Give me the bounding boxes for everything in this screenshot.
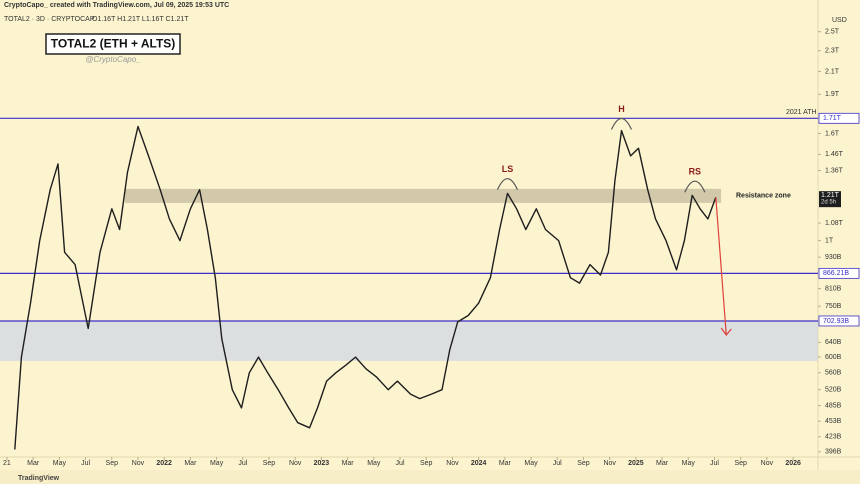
y-tick-label: 1T [825, 237, 834, 244]
y-tick-label: 520B [825, 387, 842, 394]
y-tick-label: 930B [825, 254, 842, 261]
x-tick-label: 2026 [785, 460, 801, 467]
x-tick-label: Jul [553, 460, 562, 467]
y-tick-label: 600B [825, 354, 842, 361]
x-tick-label: Sep [734, 460, 747, 467]
ohlc: O1.16T H1.21T L1.16T C1.21T [92, 16, 189, 23]
ath-label: 2021 ATH [786, 109, 817, 116]
x-tick-label: Nov [289, 460, 302, 467]
pattern-arc [684, 180, 706, 193]
x-tick-label: Jul [238, 460, 247, 467]
level-tag [818, 315, 860, 327]
x-tick-label: Mar [499, 460, 512, 467]
x-tick-label: Sep [263, 460, 276, 467]
level-tag-label: 1.71T [823, 115, 842, 122]
x-tick-label: Sep [420, 460, 433, 467]
level-tag-label: 702.93B [823, 318, 849, 325]
price-tag-label: 1.21T [821, 192, 840, 199]
pattern-label: H [618, 104, 625, 114]
support-zone [0, 320, 818, 361]
title-box [45, 33, 181, 55]
y-tick-label: 396B [825, 449, 842, 456]
y-unit: USD [832, 17, 847, 24]
x-tick-label: Sep [106, 460, 119, 467]
y-tick-label: 560B [825, 370, 842, 377]
y-tick-label: 423B [825, 434, 842, 441]
subtitle: @CryptoCapo_ [85, 55, 140, 64]
price-line [14, 125, 717, 450]
pattern-arc [610, 117, 633, 130]
countdown: 2d 5h [821, 200, 836, 206]
y-tick-label: 2.5T [825, 29, 840, 36]
y-tick-label: 1.08T [825, 220, 844, 227]
x-tick-label: May [682, 460, 696, 467]
pattern-arc [496, 178, 519, 190]
projection-arrow [715, 197, 727, 336]
price-tag [819, 191, 841, 208]
resistance-zone [124, 188, 722, 203]
x-tick-label: Nov [132, 460, 145, 467]
x-tick-label: Mar [27, 460, 40, 467]
x-tick-label: Jul [710, 460, 719, 467]
y-tick-label: 1.36T [825, 167, 844, 174]
x-tick-label: 21 [3, 460, 11, 467]
footer: TradingView [18, 475, 60, 482]
y-tick-label: 2.1T [825, 68, 840, 75]
x-tick-label: May [53, 460, 67, 467]
zone-label: Resistance zone [736, 193, 791, 200]
pattern-label: LS [502, 164, 514, 174]
symbol: TOTAL2 · 3D · CRYPTOCAP [4, 16, 95, 23]
x-tick-label: May [367, 460, 381, 467]
level-tag [818, 267, 860, 279]
y-tick-label: 1.6T [825, 130, 840, 137]
y-tick-label: 1.46T [825, 151, 844, 158]
x-tick-label: May [524, 460, 538, 467]
arrow-head [720, 327, 732, 336]
x-tick-label: Jul [396, 460, 405, 467]
x-tick-label: Nov [761, 460, 774, 467]
header: CryptoCapo_ created with TradingView.com… [4, 2, 229, 9]
chart-title: TOTAL2 (ETH + ALTS) [51, 37, 176, 51]
y-tick-label: 750B [825, 303, 842, 310]
y-tick-label: 2.3T [825, 48, 840, 55]
x-tick-label: Sep [577, 460, 590, 467]
x-tick-label: Jul [81, 460, 90, 467]
x-tick-label: Mar [184, 460, 197, 467]
y-tick-label: 485B [825, 402, 842, 409]
level-tag-label: 866.21B [823, 270, 849, 277]
y-tick-label: 453B [825, 418, 842, 425]
x-tick-label: 2025 [628, 460, 644, 467]
x-tick-label: May [210, 460, 224, 467]
pattern-label: RS [689, 167, 702, 177]
x-tick-label: 2023 [314, 460, 330, 467]
x-tick-label: Nov [603, 460, 616, 467]
level-tag [818, 112, 860, 124]
y-tick-label: 1.9T [825, 91, 840, 98]
x-tick-label: Nov [446, 460, 459, 467]
y-tick-label: 810B [825, 285, 842, 292]
x-tick-label: Mar [656, 460, 669, 467]
y-tick-label: 640B [825, 339, 842, 346]
footer-bar [0, 470, 860, 484]
x-tick-label: Mar [342, 460, 355, 467]
x-tick-label: 2024 [471, 460, 487, 467]
x-tick-label: 2022 [156, 460, 172, 467]
